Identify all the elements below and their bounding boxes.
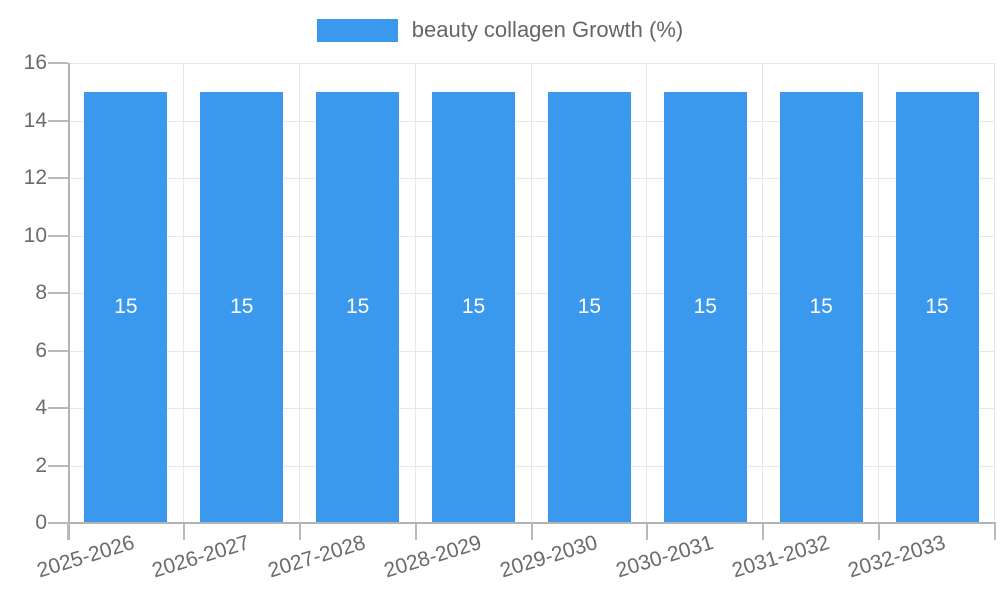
gridline-h <box>68 408 995 409</box>
bar-value-label: 15 <box>925 295 949 319</box>
gridline-h <box>68 178 995 179</box>
y-axis-tick <box>48 522 68 524</box>
x-axis-tick <box>530 523 533 540</box>
y-axis-tick <box>48 119 68 122</box>
y-axis-tick-label: 4 <box>35 396 47 419</box>
x-axis-tick-label: 2025-2026 <box>33 531 137 583</box>
y-axis-tick <box>48 234 68 237</box>
bar-value-label: 15 <box>577 295 602 319</box>
x-axis-tick-label: 2026-2027 <box>149 531 253 583</box>
bar-value-label: 15 <box>461 295 486 319</box>
gridline-h <box>68 465 995 467</box>
x-axis-tick-label: 2030-2031 <box>613 531 717 583</box>
gridline-v <box>414 63 416 523</box>
y-axis-tick-label: 2 <box>35 453 47 477</box>
gridline-h <box>68 350 995 352</box>
gridline-h <box>68 293 995 294</box>
bar-value-label: 15 <box>693 295 717 319</box>
x-axis-tick-label: 2028-2029 <box>381 531 485 583</box>
bar-value-label: 15 <box>230 295 254 319</box>
bar[interactable]: 15 <box>663 91 747 523</box>
y-axis-tick <box>48 177 68 179</box>
y-axis-tick-label: 8 <box>35 281 47 304</box>
y-axis-line <box>68 63 70 540</box>
y-axis-tick <box>48 464 68 467</box>
y-axis-tick-label: 10 <box>23 223 47 247</box>
x-axis-tick <box>646 523 649 540</box>
plot-area: 15 15 15 15 15 15 15 15 <box>68 63 995 523</box>
x-axis-tick <box>762 523 765 540</box>
gridline-v <box>182 63 184 523</box>
x-axis-tick <box>414 523 417 540</box>
x-axis-tick-label: 2031-2032 <box>729 531 832 583</box>
x-axis-tick <box>67 523 69 540</box>
bar[interactable]: 15 <box>779 91 863 523</box>
bar[interactable]: 15 <box>895 91 979 523</box>
y-axis-tick <box>48 62 68 64</box>
gridline-h <box>68 63 995 64</box>
x-axis-tick <box>878 523 881 540</box>
gridline-h <box>68 235 995 237</box>
bar[interactable]: 15 <box>432 91 516 523</box>
y-axis-tick <box>48 407 68 409</box>
x-axis-tick <box>298 523 301 540</box>
legend-label: beauty collagen Growth (%) <box>411 17 684 42</box>
y-axis-tick-label: 12 <box>23 166 47 189</box>
bar[interactable]: 15 <box>316 91 400 523</box>
bar[interactable]: 15 <box>200 91 284 523</box>
bar[interactable]: 15 <box>547 91 631 523</box>
gridline-v <box>994 63 995 523</box>
gridline-h <box>68 120 995 122</box>
x-axis-tick-label: 2032-2033 <box>845 531 948 583</box>
bar[interactable]: 15 <box>84 91 168 523</box>
legend-swatch-icon <box>316 18 398 42</box>
gridline-v <box>646 63 648 523</box>
gridline-v <box>878 63 880 523</box>
y-axis-tick <box>48 292 68 294</box>
x-axis-tick-label: 2029-2030 <box>497 531 601 583</box>
x-axis-tick-label: 2027-2028 <box>265 531 369 583</box>
y-axis-tick-label: 14 <box>23 108 47 132</box>
bar-value-label: 15 <box>809 295 833 319</box>
gridline-v <box>298 63 300 523</box>
y-axis-tick-label: 6 <box>35 338 47 362</box>
y-axis-tick-label: 16 <box>23 51 47 74</box>
y-axis-tick <box>48 349 68 352</box>
legend[interactable]: beauty collagen Growth (%) <box>0 17 1000 43</box>
y-axis-tick-label: 0 <box>35 511 47 534</box>
gridline-v <box>762 63 764 523</box>
x-axis-tick <box>994 523 996 540</box>
x-axis-tick <box>182 523 185 540</box>
gridline-v <box>530 63 532 523</box>
bar-value-label: 15 <box>346 295 370 319</box>
bar-value-label: 15 <box>114 295 138 319</box>
